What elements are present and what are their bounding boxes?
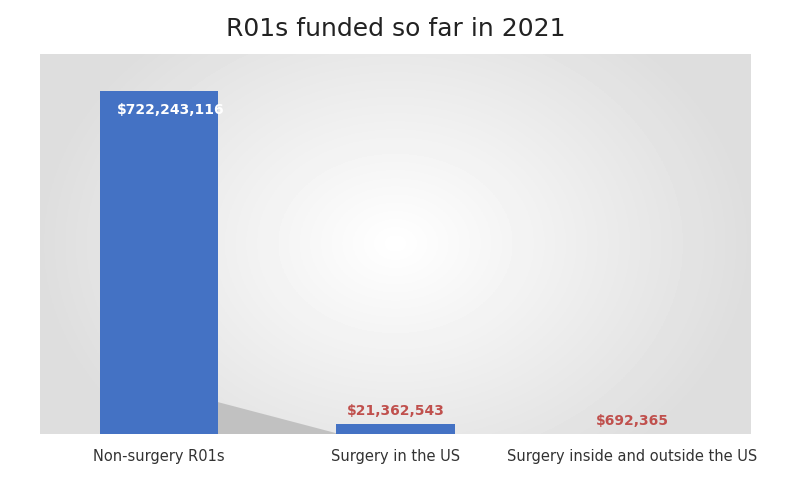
Bar — [336, 424, 454, 434]
Text: $722,243,116: $722,243,116 — [118, 103, 225, 117]
Text: $21,362,543: $21,362,543 — [346, 404, 445, 418]
Bar — [99, 92, 218, 434]
Title: R01s funded so far in 2021: R01s funded so far in 2021 — [226, 17, 566, 41]
Text: $692,365: $692,365 — [596, 413, 669, 427]
Polygon shape — [111, 402, 341, 434]
